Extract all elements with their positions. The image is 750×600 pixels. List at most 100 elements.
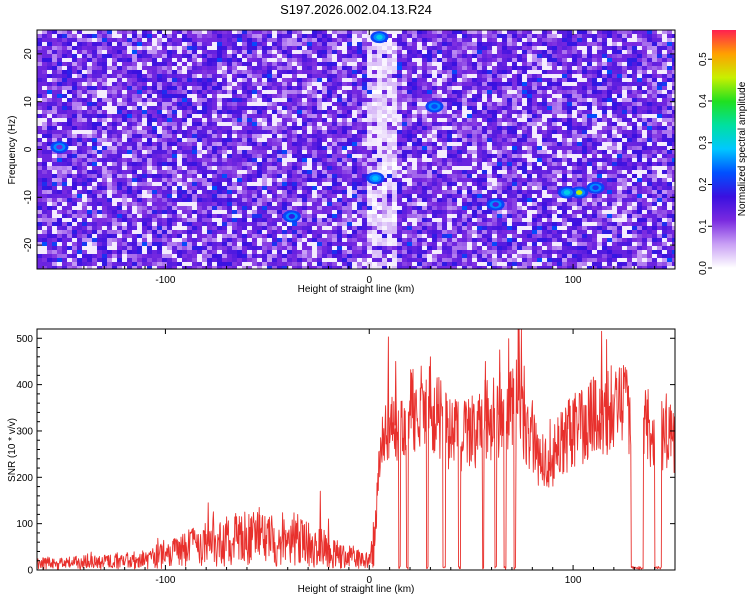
heatmap-cell <box>497 146 503 151</box>
heatmap-cell <box>612 154 618 159</box>
heatmap-cell <box>222 50 228 55</box>
heatmap-cell <box>127 42 133 47</box>
heatmap-cell <box>637 142 643 147</box>
heatmap-cell <box>67 102 73 107</box>
heatmap-cell <box>102 74 108 79</box>
heatmap-cell <box>387 46 393 51</box>
heatmap-cell <box>352 150 358 155</box>
heatmap-cell <box>562 118 568 123</box>
heatmap-cell <box>427 54 433 59</box>
heatmap-cell <box>512 34 518 39</box>
heatmap-cell <box>217 86 223 91</box>
heatmap-cell <box>672 42 675 47</box>
heatmap-cell <box>307 66 313 71</box>
heatmap-cell <box>667 62 673 67</box>
heatmap-cell <box>122 162 128 167</box>
heatmap-cell <box>467 162 473 167</box>
heatmap-cell <box>172 78 178 83</box>
heatmap-cell <box>222 66 228 71</box>
heatmap-cell <box>387 50 393 55</box>
heatmap-cell <box>392 162 398 167</box>
heatmap-cell <box>417 150 423 155</box>
heatmap-cell <box>347 162 353 167</box>
heatmap-cell <box>77 34 83 39</box>
heatmap-cell <box>307 86 313 91</box>
heatmap-cell <box>527 166 533 171</box>
heatmap-cell <box>192 74 198 79</box>
heatmap-cell <box>627 142 633 147</box>
heatmap-cell <box>127 170 133 175</box>
heatmap-cell <box>77 158 83 163</box>
heatmap-cell <box>342 30 348 35</box>
heatmap-cell <box>642 134 648 139</box>
heatmap-cell <box>537 90 543 95</box>
heatmap-cell <box>617 34 623 39</box>
heatmap-cell <box>302 134 308 139</box>
heatmap-cell <box>367 34 373 39</box>
heatmap-cell <box>172 138 178 143</box>
heatmap-cell <box>62 58 68 63</box>
heatmap-cell <box>252 30 258 35</box>
heatmap-cell <box>347 146 353 151</box>
heatmap-cell <box>502 58 508 63</box>
heatmap-cell <box>557 130 563 135</box>
heatmap-cell <box>442 146 448 151</box>
heatmap-cell <box>517 102 523 107</box>
heatmap-cell <box>617 42 623 47</box>
heatmap-cell <box>307 54 313 59</box>
heatmap-cell <box>302 86 308 91</box>
heatmap-cell <box>357 118 363 123</box>
heatmap-cell <box>382 118 388 123</box>
heatmap-cell <box>37 106 43 111</box>
heatmap-cell <box>497 90 503 95</box>
heatmap-cell <box>197 86 203 91</box>
heatmap-cell <box>212 90 218 95</box>
heatmap-cell <box>547 106 553 111</box>
heatmap-cell <box>527 170 533 175</box>
heatmap-cell <box>487 86 493 91</box>
heatmap-cell <box>557 102 563 107</box>
heatmap-cell <box>52 82 58 87</box>
heatmap-cell <box>597 74 603 79</box>
heatmap-cell <box>212 46 218 51</box>
heatmap-cell <box>437 138 443 143</box>
heatmap-cell <box>387 154 393 159</box>
heatmap-cell <box>52 46 58 51</box>
heatmap-cell <box>507 170 513 175</box>
heatmap-cell <box>637 134 643 139</box>
heatmap-cell <box>312 130 318 135</box>
heatmap-cell <box>472 50 478 55</box>
heatmap-cell <box>47 58 53 63</box>
heatmap-cell <box>447 142 453 147</box>
heatmap-cell <box>427 178 433 183</box>
heatmap-cell <box>287 78 293 83</box>
heatmap-cell <box>412 98 418 103</box>
heatmap-cell <box>672 154 675 159</box>
heatmap-cell <box>402 142 408 147</box>
heatmap-cell <box>517 154 523 159</box>
heatmap-cell <box>527 34 533 39</box>
heatmap-cell <box>207 62 213 67</box>
heatmap-cell <box>232 42 238 47</box>
heatmap-cell <box>582 130 588 135</box>
heatmap-cell <box>142 122 148 127</box>
heatmap-cell <box>237 46 243 51</box>
heatmap-cell <box>37 130 43 135</box>
heatmap-cell <box>302 66 308 71</box>
heatmap-cell <box>212 94 218 99</box>
heatmap-cell <box>287 118 293 123</box>
heatmap-cell <box>392 30 398 35</box>
heatmap-cell <box>632 126 638 131</box>
heatmap-cell <box>207 130 213 135</box>
heatmap-cell <box>592 162 598 167</box>
heatmap-cell <box>417 30 423 35</box>
heatmap-cell <box>147 58 153 63</box>
heatmap-cell <box>192 182 198 187</box>
heatmap-cell <box>567 94 573 99</box>
heatmap-cell <box>327 74 333 79</box>
heatmap-cell <box>372 70 378 75</box>
heatmap-cell <box>307 58 313 63</box>
heatmap-cell <box>72 94 78 99</box>
heatmap-cell <box>52 94 58 99</box>
heatmap-cell <box>552 182 558 187</box>
